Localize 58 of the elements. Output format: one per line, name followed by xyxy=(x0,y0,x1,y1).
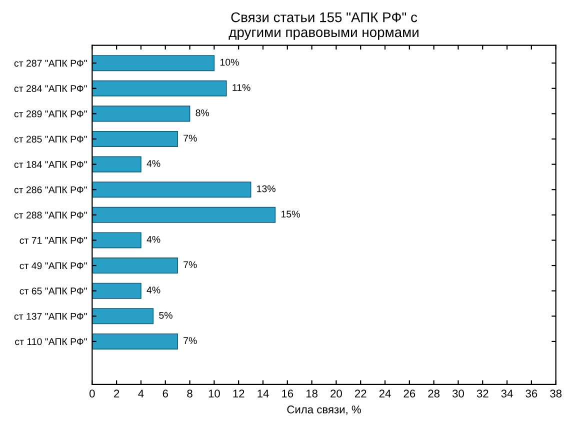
x-tick-label: 4 xyxy=(138,390,144,398)
x-tick-label: 16 xyxy=(282,390,294,398)
chart-title: Связи статьи 155 "АПК РФ" с другими правовыми нормами xyxy=(228,12,418,40)
x-tick-label: 18 xyxy=(306,390,318,398)
x-tick-label: 28 xyxy=(428,390,440,398)
x-tick-label: 26 xyxy=(404,390,416,398)
y-tick-label: ст 288 "АПК РФ" xyxy=(14,212,87,219)
x-tick-label: 20 xyxy=(330,390,342,398)
data-label: 7% xyxy=(184,134,197,142)
x-tick-label: 32 xyxy=(476,390,488,398)
bar xyxy=(92,308,154,324)
x-tick-label: 36 xyxy=(526,390,538,398)
bar xyxy=(92,258,178,274)
data-label: 13% xyxy=(257,185,276,192)
x-axis-title: Сила связи, % xyxy=(287,406,361,415)
bar xyxy=(92,156,142,172)
y-tick-label: ст 284 "АПК РФ" xyxy=(14,85,87,92)
x-tick-label: 38 xyxy=(550,390,562,398)
data-label: 8% xyxy=(196,109,210,116)
y-tick-label: ст 110 "АПК РФ" xyxy=(15,338,87,346)
bar xyxy=(92,282,142,299)
y-tick-label: ст 137 "АПК РФ" xyxy=(14,312,87,320)
data-label: 4% xyxy=(146,286,160,294)
bar xyxy=(92,106,190,122)
y-tick-label: ст 286 "АПК РФ" xyxy=(14,186,87,194)
bar xyxy=(92,333,178,350)
data-label: 10% xyxy=(220,58,239,66)
data-label: 7% xyxy=(184,261,197,268)
data-label: 5% xyxy=(159,312,172,319)
data-label: 4% xyxy=(146,236,160,243)
y-tick-label: ст 49 "АПК РФ" xyxy=(20,262,87,270)
data-label: 15% xyxy=(281,210,300,218)
x-tick-label: 0 xyxy=(90,390,95,398)
bar xyxy=(92,55,215,72)
x-tick-label: 14 xyxy=(258,390,269,398)
data-label: 4% xyxy=(146,160,160,167)
y-tick-label: ст 65 "АПК РФ" xyxy=(20,288,87,294)
bar xyxy=(92,206,276,223)
y-tick-label: ст 285 "АПК РФ" xyxy=(14,136,87,143)
y-tick-label: ст 71 "АПК РФ" xyxy=(20,237,87,244)
x-tick-label: 30 xyxy=(452,390,464,398)
y-tick-label: ст 184 "АПК РФ" xyxy=(14,161,87,168)
bar xyxy=(92,80,227,96)
y-tick-label: ст 289 "АПК РФ" xyxy=(14,110,87,118)
bar xyxy=(92,182,252,198)
x-tick-label: 2 xyxy=(114,390,120,398)
x-tick-label: 6 xyxy=(162,390,168,398)
data-label: 11% xyxy=(232,84,250,91)
x-tick-label: 12 xyxy=(233,390,244,398)
data-label: 7% xyxy=(184,337,197,344)
x-tick-label: 22 xyxy=(354,390,366,398)
x-tick-label: 34 xyxy=(501,390,513,398)
y-tick-label: ст 287 "АПК РФ" xyxy=(14,60,87,67)
x-tick-label: 24 xyxy=(379,390,391,398)
bar xyxy=(92,130,178,148)
x-tick-label: 8 xyxy=(187,390,192,398)
bar xyxy=(92,232,142,248)
x-tick-label: 10 xyxy=(208,390,220,398)
